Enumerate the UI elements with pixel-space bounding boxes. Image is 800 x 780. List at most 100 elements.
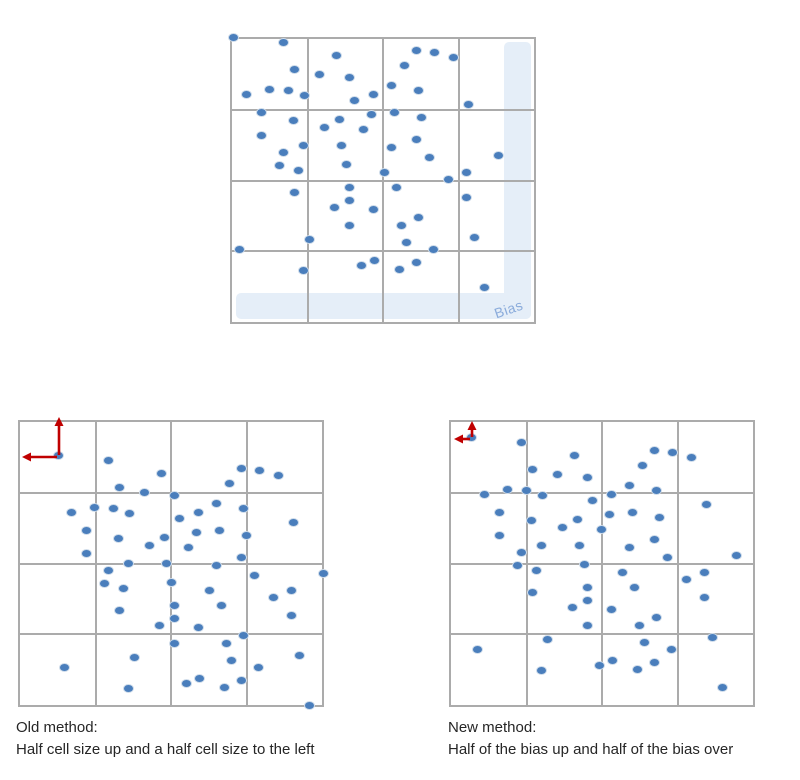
data-point [662, 553, 673, 562]
data-point [617, 568, 628, 577]
data-point [274, 161, 285, 170]
data-point [129, 653, 140, 662]
data-point [443, 175, 454, 184]
new-method-grid [449, 420, 755, 707]
data-point [606, 605, 617, 614]
data-point [634, 621, 645, 630]
data-point [606, 490, 617, 499]
data-point [494, 531, 505, 540]
data-point [582, 473, 593, 482]
data-point [604, 510, 615, 519]
data-point [472, 645, 483, 654]
data-point [386, 81, 397, 90]
data-point [253, 663, 264, 672]
data-point [637, 461, 648, 470]
data-point [526, 516, 537, 525]
data-point [289, 65, 300, 74]
data-point [304, 235, 315, 244]
data-point [159, 533, 170, 542]
data-point [416, 113, 427, 122]
data-point [707, 633, 718, 642]
data-point [391, 183, 402, 192]
grid-line-horizontal [232, 180, 534, 182]
data-point [582, 583, 593, 592]
data-point [356, 261, 367, 270]
data-point [341, 160, 352, 169]
data-point [256, 108, 267, 117]
data-point [537, 491, 548, 500]
data-point [89, 503, 100, 512]
data-point [268, 593, 279, 602]
data-point [169, 614, 180, 623]
data-point [294, 651, 305, 660]
data-point [516, 548, 527, 557]
data-point [411, 46, 422, 55]
data-point [66, 508, 77, 517]
data-point [314, 70, 325, 79]
data-point [344, 221, 355, 230]
data-point [349, 96, 360, 105]
data-point [379, 168, 390, 177]
data-point [717, 683, 728, 692]
data-point [368, 90, 379, 99]
data-point [516, 438, 527, 447]
grid-line-horizontal [20, 633, 322, 635]
data-point [479, 490, 490, 499]
grid-line-horizontal [451, 563, 753, 565]
data-point [336, 141, 347, 150]
old-method-caption: Old method: Half cell size up and a half… [16, 717, 315, 761]
data-point [241, 531, 252, 540]
grid-line-horizontal [232, 250, 534, 252]
data-point [161, 559, 172, 568]
data-point [114, 606, 125, 615]
data-point [169, 601, 180, 610]
data-point [166, 578, 177, 587]
data-point [552, 470, 563, 479]
data-point [234, 245, 245, 254]
data-point [236, 553, 247, 562]
data-point [118, 584, 129, 593]
data-point [219, 683, 230, 692]
data-point [521, 486, 532, 495]
data-point [411, 258, 422, 267]
data-point [144, 541, 155, 550]
data-point [344, 196, 355, 205]
data-point [319, 123, 330, 132]
data-point [424, 153, 435, 162]
data-point [607, 656, 618, 665]
data-point [254, 466, 265, 475]
offset-arrow-up-head [467, 421, 477, 430]
data-point [413, 86, 424, 95]
new-method-title: New method: [448, 719, 537, 736]
data-point [298, 141, 309, 150]
data-point [413, 213, 424, 222]
data-point [582, 621, 593, 630]
data-point [53, 451, 64, 460]
data-point [461, 168, 472, 177]
old-method-description: Half cell size up and a half cell size t… [16, 741, 315, 758]
data-point [108, 504, 119, 513]
data-point [461, 193, 472, 202]
data-point [298, 266, 309, 275]
grid-line-horizontal [451, 492, 753, 494]
offset-arrow-left-head [454, 434, 463, 444]
data-point [211, 499, 222, 508]
data-point [358, 125, 369, 134]
data-point [193, 508, 204, 517]
data-point [582, 596, 593, 605]
data-point [594, 661, 605, 670]
data-point [369, 256, 380, 265]
data-point [368, 205, 379, 214]
data-point [344, 73, 355, 82]
offset-arrow-up-head [54, 417, 64, 426]
data-point [639, 638, 650, 647]
data-point [651, 486, 662, 495]
data-point [469, 233, 480, 242]
data-point [238, 631, 249, 640]
data-point [334, 115, 345, 124]
data-point [654, 513, 665, 522]
data-point [649, 535, 660, 544]
grid-line-horizontal [451, 633, 753, 635]
data-point [366, 110, 377, 119]
data-point [574, 541, 585, 550]
